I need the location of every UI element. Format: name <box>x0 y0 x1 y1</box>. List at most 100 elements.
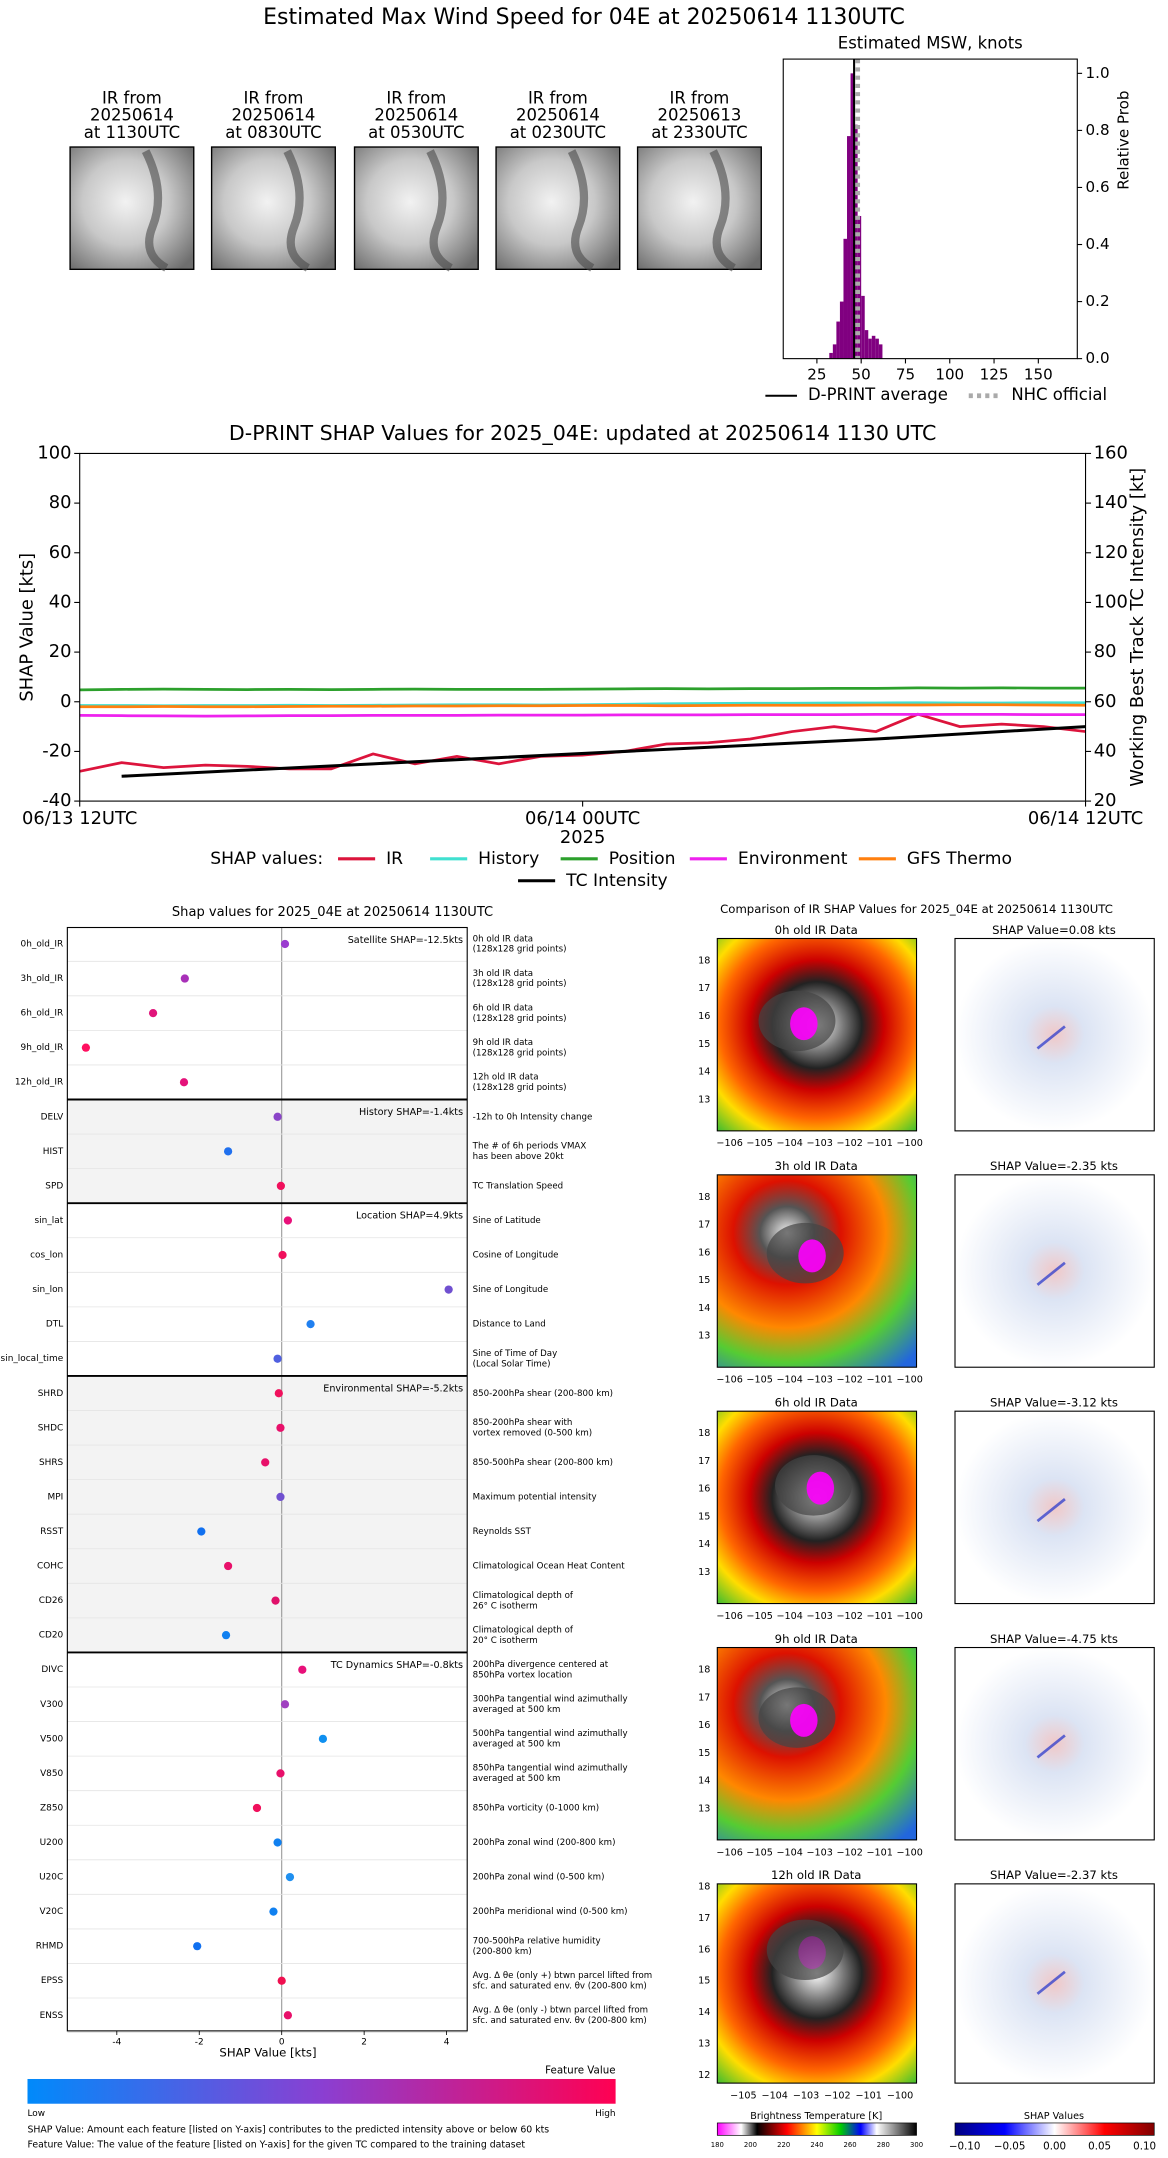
colorbar-tick-label: 300 <box>910 2141 923 2149</box>
ir-x-tick-label: −103 <box>806 1375 832 1386</box>
ir-x-tick-label: −106 <box>716 1138 742 1149</box>
y2-tick-label: 120 <box>1094 542 1128 563</box>
feature-label: 6h_old_IR <box>21 1009 64 1019</box>
histogram-bar <box>832 344 837 359</box>
feature-description: 700-500hPa relative humidity <box>473 1937 601 1947</box>
feature-colorbar <box>27 2078 616 2104</box>
feature-description: (200-800 km) <box>473 1947 532 1957</box>
y2-tick-label: 60 <box>1094 691 1117 712</box>
feature-description: 0h old IR data <box>473 934 533 944</box>
histogram-bar <box>864 330 869 359</box>
feature-description: (128x128 grid points) <box>473 979 567 989</box>
feature-description: Sine of Time of Day <box>473 1349 558 1359</box>
colorbar-tick-label: 260 <box>844 2141 857 2149</box>
ir-y-tick-label: 14 <box>698 1303 710 1314</box>
feature-description: 300hPa tangential wind azimuthally <box>473 1695 628 1705</box>
feature-label: 9h_old_IR <box>21 1043 64 1053</box>
x-tick-label: 06/13 12UTC <box>22 808 137 829</box>
chart-title: D-PRINT SHAP Values for 2025_04E: update… <box>229 421 936 446</box>
y2-axis-label: Working Best Track TC Intensity [kt] <box>1127 468 1148 787</box>
histogram-bar <box>861 295 865 359</box>
colorbar-tick-label: 240 <box>810 2141 823 2149</box>
series-line <box>121 725 1086 778</box>
ir-y-tick-label: 15 <box>698 1039 710 1050</box>
shap-dot <box>81 1043 91 1052</box>
ir-x-tick-label: −102 <box>836 1611 862 1622</box>
ir-title: 6h old IR Data <box>775 1395 858 1409</box>
ir-image <box>716 1646 918 1841</box>
colorbar-tick-label: 200 <box>744 2141 757 2149</box>
feature-description: (128x128 grid points) <box>473 945 567 955</box>
series-line <box>79 713 1086 718</box>
ir-x-tick-label: −102 <box>836 1375 862 1386</box>
group-label: Location SHAP=4.9kts <box>356 1211 463 1222</box>
feature-label: DELV <box>41 1112 64 1122</box>
feature-description: Climatological Ocean Heat Content <box>473 1562 626 1572</box>
feature-label: Z850 <box>40 1803 63 1813</box>
x-tick-label: 25 <box>807 366 826 384</box>
brightness-colorbar <box>716 2122 917 2136</box>
thumbnail-title: IR from <box>244 88 304 107</box>
shap-dot <box>285 1872 295 1882</box>
ir-x-tick-label: −106 <box>716 1847 742 1858</box>
feature-label: CD26 <box>39 1596 64 1606</box>
ir-x-tick-label: −101 <box>866 1138 892 1149</box>
feature-description: 26° C isotherm <box>473 1601 538 1611</box>
feature-label: 3h_old_IR <box>21 974 64 984</box>
ir-x-tick-label: −106 <box>716 1611 742 1622</box>
feature-description: Climatological depth of <box>473 1626 574 1636</box>
feature-description: -12h to 0h Intensity change <box>473 1112 593 1122</box>
thumbnail-title: 20250614 <box>90 106 174 125</box>
series-line <box>79 703 1086 709</box>
shap-feature <box>1036 1970 1066 1995</box>
feature-label: COHC <box>37 1562 63 1572</box>
shap-dot <box>223 1561 233 1571</box>
x-tick-label: 50 <box>852 366 871 384</box>
shap-title: SHAP Value=0.08 kts <box>992 923 1116 937</box>
legend-label: Environment <box>738 849 848 869</box>
colorbar-title: Feature Value <box>545 2065 615 2077</box>
ir-x-tick-label: −104 <box>776 1847 802 1858</box>
ir-title: 9h old IR Data <box>775 1632 858 1646</box>
ir-x-tick-label: −100 <box>896 1375 922 1386</box>
feature-description: 850-200hPa shear with <box>473 1418 573 1428</box>
feature-description: 200hPa divergence centered at <box>473 1660 609 1670</box>
y-axis-label: Relative Prob <box>1115 91 1133 190</box>
cold-top <box>790 1703 818 1737</box>
cold-top <box>806 1471 835 1505</box>
feature-description: sfc. and saturated env. θv (200-800 km) <box>473 1981 647 1991</box>
shap-dot <box>283 2011 293 2020</box>
feature-description: 200hPa zonal wind (200-800 km) <box>473 1838 616 1848</box>
y2-tick-label: 80 <box>1094 641 1117 662</box>
feature-description: The # of 6h periods VMAX <box>472 1142 587 1152</box>
x-tick-label: 75 <box>896 366 915 384</box>
shap-colorbar <box>954 2122 1155 2136</box>
y-tick-label: -40 <box>42 790 71 811</box>
ir-x-tick-label: −100 <box>896 1138 922 1149</box>
feature-description: sfc. and saturated env. θv (200-800 km) <box>473 2016 647 2026</box>
y-tick-label: 40 <box>49 591 72 612</box>
feature-label: sin_lat <box>35 1216 64 1226</box>
colorbar-label: Brightness Temperature [K] <box>750 2111 882 2122</box>
shap-dot <box>273 1354 282 1363</box>
shap-dot <box>276 1769 285 1778</box>
feature-description: 200hPa zonal wind (0-500 km) <box>473 1873 605 1883</box>
x-tick-label: 4 <box>444 2037 450 2047</box>
histogram-bar <box>839 301 844 359</box>
chart-title: Shap values for 2025_04E at 20250614 113… <box>172 905 493 920</box>
y-tick-label: 1.0 <box>1086 64 1110 82</box>
shap-dot <box>278 1250 287 1260</box>
panel-title: Comparison of IR SHAP Values for 2025_04… <box>720 902 1113 916</box>
ir-thumbnail <box>353 146 479 271</box>
histogram-bar <box>850 73 855 359</box>
ir-x-tick-label: −105 <box>730 2090 756 2101</box>
cold-top <box>798 1239 826 1273</box>
colorbar-tick-label: 180 <box>711 2141 724 2149</box>
shap-title: SHAP Value=-2.35 kts <box>990 1159 1118 1173</box>
feature-description: Cosine of Longitude <box>473 1251 559 1261</box>
ir-x-tick-label: −102 <box>836 1847 862 1858</box>
thumbnail-title: 20250613 <box>658 106 742 125</box>
feature-description: Maximum potential intensity <box>473 1492 597 1502</box>
y-tick-label: 0.8 <box>1086 121 1110 139</box>
ir-y-tick-label: 16 <box>698 1484 710 1495</box>
